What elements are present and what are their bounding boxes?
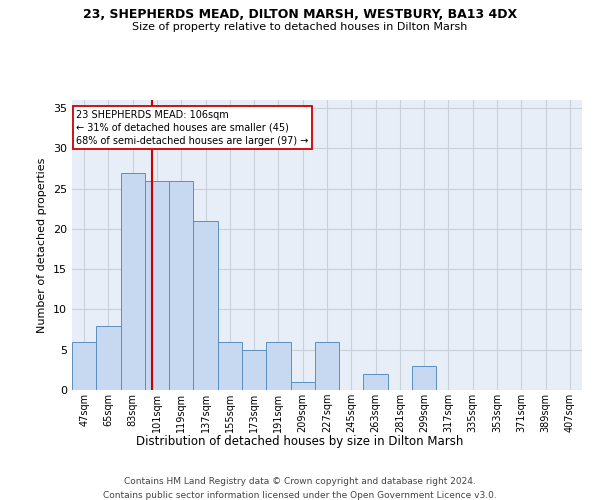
Bar xyxy=(242,350,266,390)
Bar xyxy=(121,172,145,390)
Bar xyxy=(145,180,169,390)
Text: Size of property relative to detached houses in Dilton Marsh: Size of property relative to detached ho… xyxy=(133,22,467,32)
Y-axis label: Number of detached properties: Number of detached properties xyxy=(37,158,47,332)
Bar xyxy=(266,342,290,390)
Bar xyxy=(315,342,339,390)
Text: 23 SHEPHERDS MEAD: 106sqm
← 31% of detached houses are smaller (45)
68% of semi-: 23 SHEPHERDS MEAD: 106sqm ← 31% of detac… xyxy=(76,110,308,146)
Bar xyxy=(169,180,193,390)
Text: Distribution of detached houses by size in Dilton Marsh: Distribution of detached houses by size … xyxy=(136,435,464,448)
Bar xyxy=(72,342,96,390)
Text: Contains public sector information licensed under the Open Government Licence v3: Contains public sector information licen… xyxy=(103,491,497,500)
Bar xyxy=(290,382,315,390)
Bar xyxy=(218,342,242,390)
Text: 23, SHEPHERDS MEAD, DILTON MARSH, WESTBURY, BA13 4DX: 23, SHEPHERDS MEAD, DILTON MARSH, WESTBU… xyxy=(83,8,517,20)
Bar xyxy=(412,366,436,390)
Text: Contains HM Land Registry data © Crown copyright and database right 2024.: Contains HM Land Registry data © Crown c… xyxy=(124,478,476,486)
Bar xyxy=(193,221,218,390)
Bar xyxy=(364,374,388,390)
Bar xyxy=(96,326,121,390)
